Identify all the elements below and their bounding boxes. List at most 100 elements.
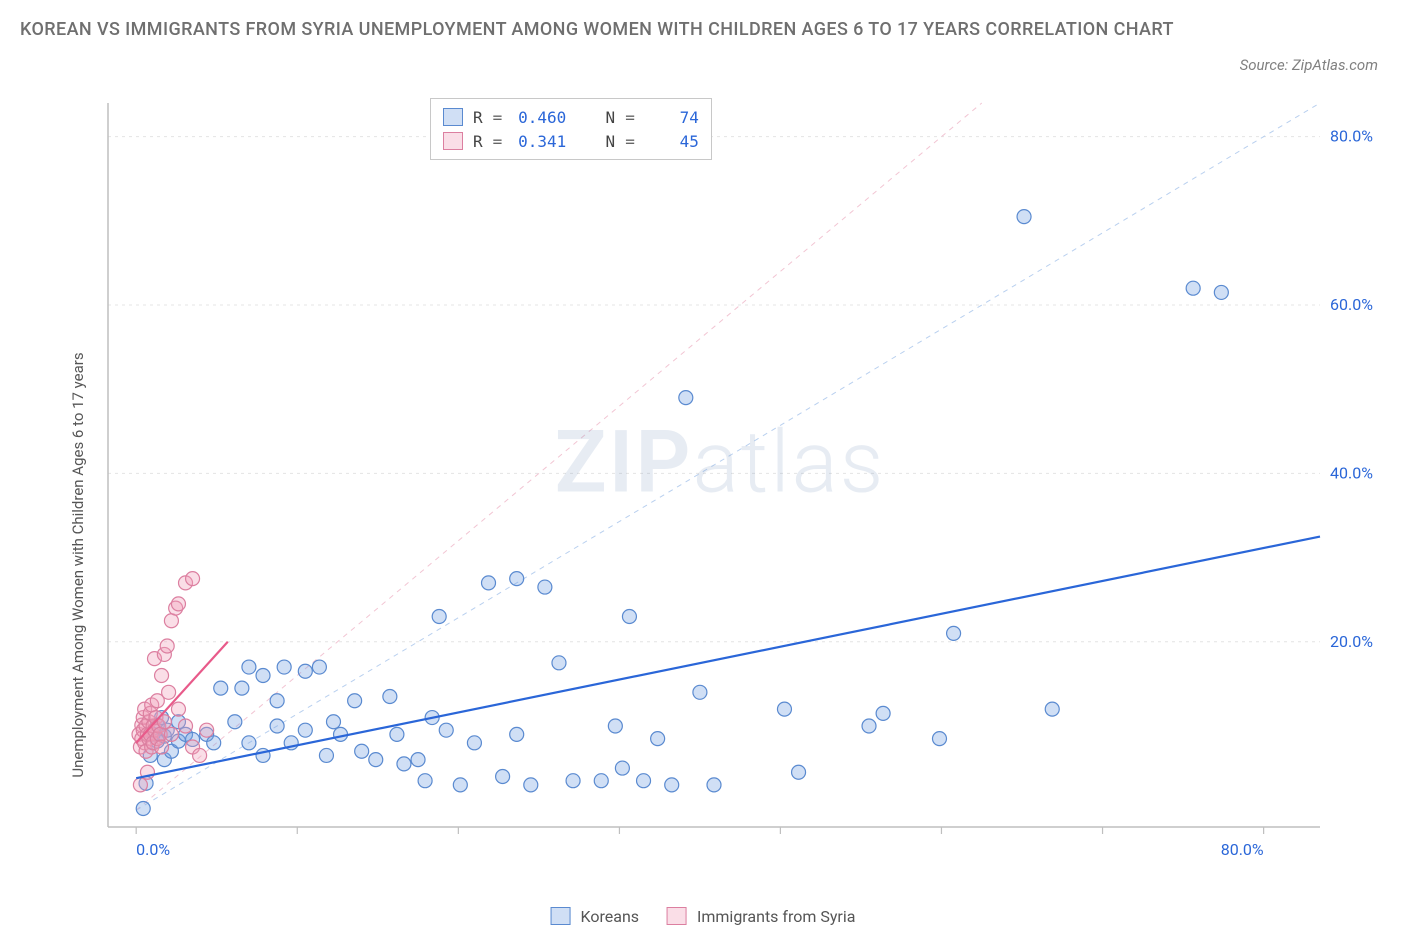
chart-svg: 20.0%40.0%60.0%80.0%0.0%80.0% [60,95,1380,875]
point-syria [133,778,147,792]
stats-n-label: N [606,108,616,127]
point-koreans [482,576,496,590]
point-koreans [390,727,404,741]
point-koreans [439,723,453,737]
point-koreans [1045,702,1059,716]
point-koreans [1017,210,1031,224]
point-koreans [383,690,397,704]
point-syria [162,685,176,699]
stats-r-value-koreans: 0.460 [512,108,566,127]
point-syria [193,748,207,762]
point-syria [179,719,193,733]
legend-label-koreans: Koreans [581,907,640,926]
point-koreans [432,610,446,624]
point-syria [155,740,169,754]
y-axis-label: Unemployment Among Women with Children A… [69,352,87,777]
source-attribution: Source: ZipAtlas.com [1240,56,1378,74]
stats-panel: R = 0.460 N = 74 R = 0.341 N = 45 [430,98,712,160]
swatch-koreans [443,108,463,126]
point-koreans [792,765,806,779]
svg-text:40.0%: 40.0% [1330,463,1373,482]
stats-n-value-koreans: 74 [645,108,699,127]
stats-r-label: R [473,108,483,127]
point-koreans [594,774,608,788]
point-koreans [369,753,383,767]
chart-title: KOREAN VS IMMIGRANTS FROM SYRIA UNEMPLOY… [20,16,1206,45]
point-koreans [777,702,791,716]
point-koreans [947,626,961,640]
point-koreans [510,572,524,586]
stats-r-label: R [473,132,483,151]
stats-n-value-syria: 45 [645,132,699,151]
point-koreans [242,660,256,674]
stats-row-koreans: R = 0.460 N = 74 [443,105,699,129]
legend-item-syria: Immigrants from Syria [667,907,855,926]
point-koreans [693,685,707,699]
svg-text:80.0%: 80.0% [1330,127,1373,146]
point-koreans [679,391,693,405]
point-koreans [270,694,284,708]
point-koreans [467,736,481,750]
point-syria [171,597,185,611]
point-koreans [608,719,622,733]
point-koreans [228,715,242,729]
plot-area: Unemployment Among Women with Children A… [60,95,1380,875]
svg-text:0.0%: 0.0% [136,840,170,859]
point-koreans [235,681,249,695]
chart-container: KOREAN VS IMMIGRANTS FROM SYRIA UNEMPLOY… [0,0,1406,930]
point-koreans [136,801,150,815]
point-syria [164,727,178,741]
stats-row-syria: R = 0.341 N = 45 [443,129,699,153]
point-koreans [397,757,411,771]
point-syria [155,668,169,682]
point-koreans [651,732,665,746]
point-koreans [510,727,524,741]
point-syria [171,702,185,716]
point-koreans [418,774,432,788]
point-koreans [622,610,636,624]
point-koreans [298,723,312,737]
point-koreans [411,753,425,767]
point-koreans [270,719,284,733]
stats-r-value-syria: 0.341 [512,132,566,151]
point-koreans [665,778,679,792]
legend-swatch-koreans [551,907,571,925]
legend-item-koreans: Koreans [551,907,639,926]
stats-eq: = [493,108,503,127]
point-koreans [552,656,566,670]
point-koreans [207,736,221,750]
point-syria [186,572,200,586]
point-koreans [1214,285,1228,299]
point-koreans [319,748,333,762]
point-koreans [242,736,256,750]
point-koreans [1186,281,1200,295]
point-koreans [326,715,340,729]
point-koreans [524,778,538,792]
stats-eq: = [625,132,635,151]
legend-swatch-syria [667,907,687,925]
point-koreans [862,719,876,733]
point-koreans [298,664,312,678]
point-koreans [256,668,270,682]
svg-text:80.0%: 80.0% [1221,840,1264,859]
point-koreans [277,660,291,674]
point-koreans [348,694,362,708]
stats-eq: = [493,132,503,151]
point-koreans [214,681,228,695]
point-koreans [453,778,467,792]
svg-text:20.0%: 20.0% [1330,632,1373,651]
point-syria [164,614,178,628]
swatch-syria [443,132,463,150]
point-koreans [637,774,651,788]
point-koreans [615,761,629,775]
point-koreans [707,778,721,792]
point-koreans [538,580,552,594]
point-koreans [312,660,326,674]
legend-label-syria: Immigrants from Syria [697,907,855,926]
stats-eq: = [625,108,635,127]
point-koreans [355,744,369,758]
point-koreans [932,732,946,746]
point-koreans [496,769,510,783]
point-syria [160,639,174,653]
point-koreans [876,706,890,720]
